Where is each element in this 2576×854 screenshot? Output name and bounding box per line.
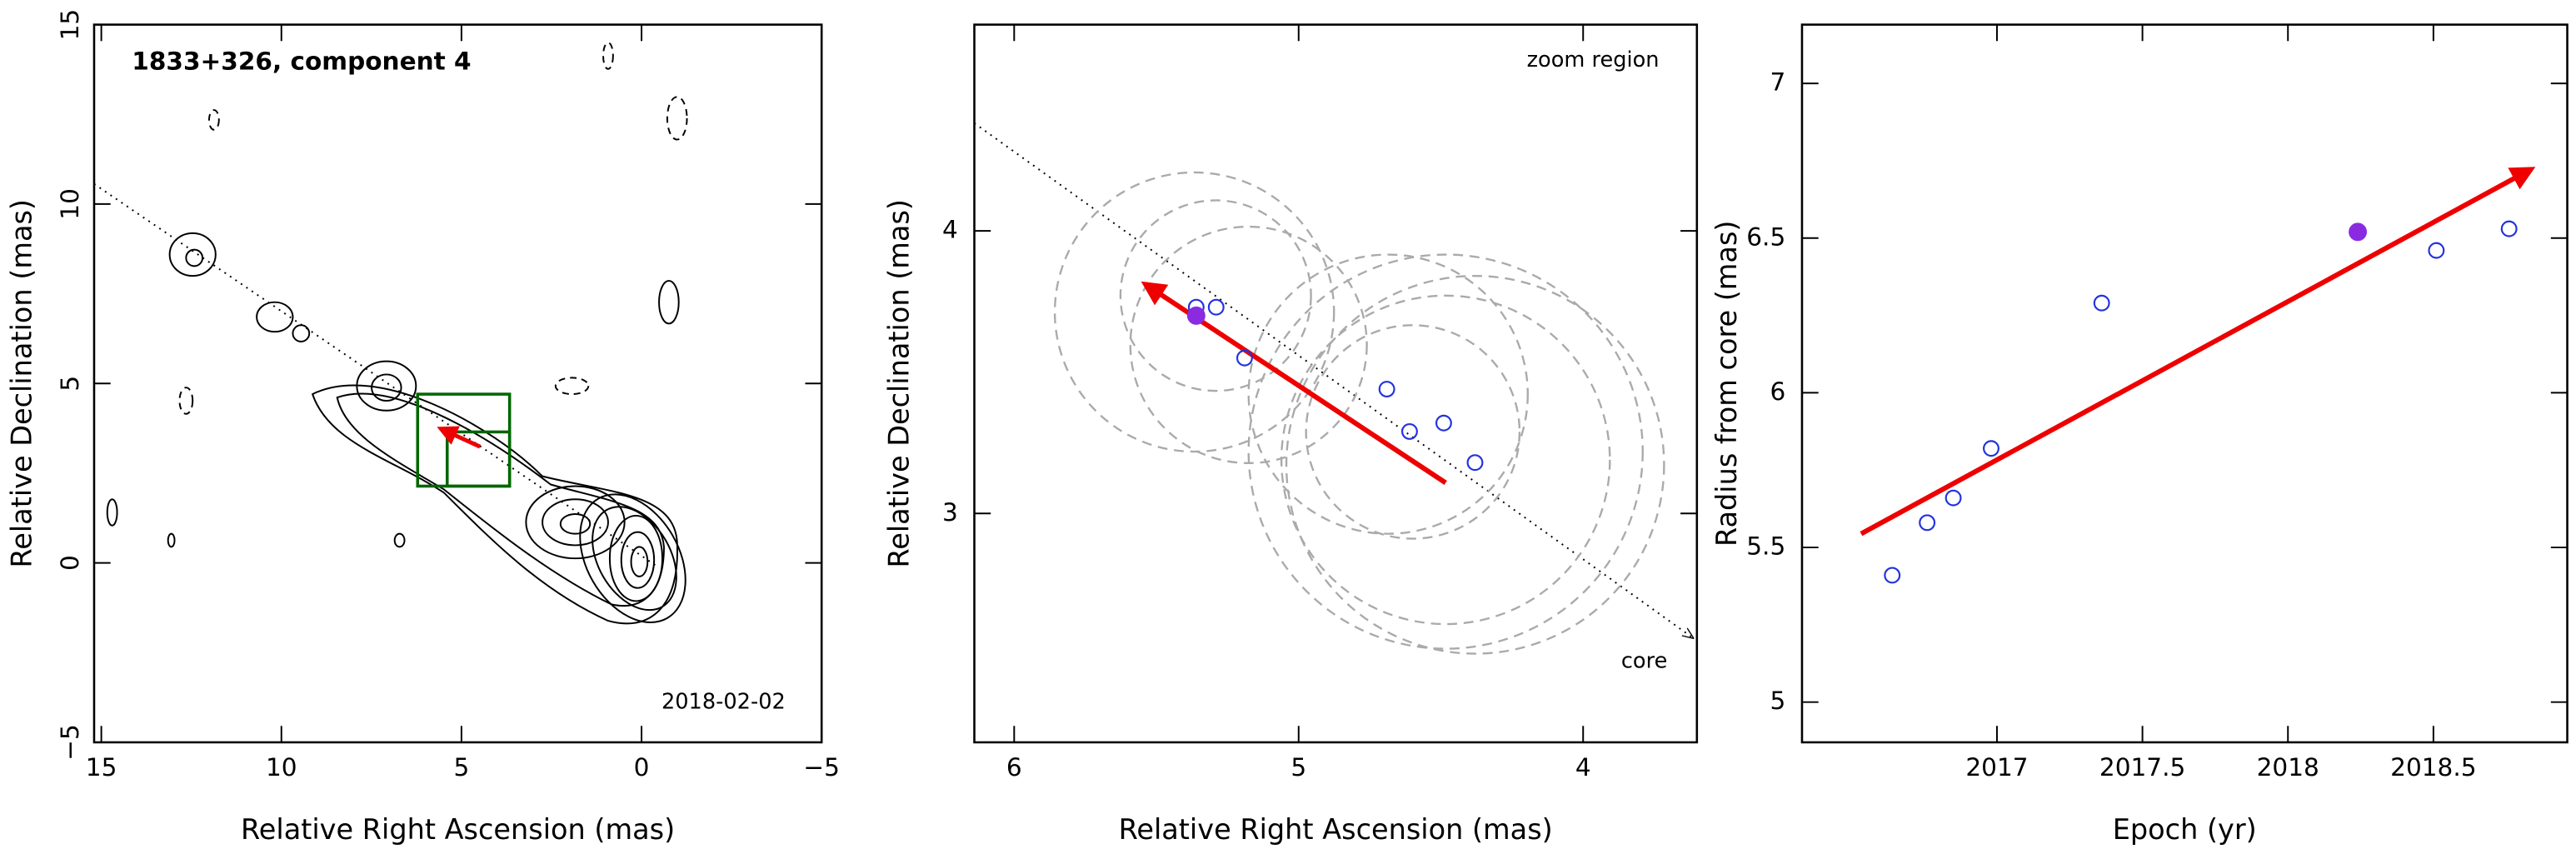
data-point (1236, 349, 1253, 367)
y-tick-label: 15 (56, 9, 84, 41)
data-point (2428, 242, 2445, 259)
data-point (1983, 440, 1999, 457)
y-axis-label: Relative Declination (mas) (6, 199, 38, 568)
y-tick-label: 0 (56, 555, 84, 571)
x-tick-label: 6 (1006, 753, 1022, 782)
x-tick-label: 0 (634, 753, 650, 782)
data-point (1466, 454, 1484, 472)
x-tick-label: 5 (1290, 753, 1306, 782)
frame (973, 23, 1699, 744)
frame (92, 23, 823, 744)
data-point (1186, 306, 1206, 325)
x-tick-label: 15 (86, 753, 117, 782)
data-point (1944, 489, 1962, 507)
annotation: zoom region (1527, 47, 1660, 72)
zoom-overlay (973, 122, 2536, 655)
data-point (1919, 514, 1936, 532)
x-tick-label: −5 (803, 753, 840, 782)
data-point (2349, 222, 2368, 242)
y-tick-label: 6 (1770, 377, 1785, 406)
frame (1800, 23, 2569, 744)
y-tick-label: 7 (1770, 68, 1785, 97)
data-point (1378, 381, 1395, 398)
y-axis-label: Relative Declination (mas) (882, 199, 915, 568)
data-point (1435, 414, 1452, 432)
x-axis-label: Relative Right Ascension (mas) (241, 813, 675, 846)
y-tick-label: 4 (942, 216, 958, 244)
x-tick-label: 2017 (1965, 753, 2028, 782)
x-axis-label: Relative Right Ascension (mas) (1119, 813, 1553, 846)
y-tick-label: 6.5 (1746, 222, 1785, 251)
x-tick-label: 10 (266, 753, 297, 782)
contours (93, 42, 688, 625)
x-axis-label: Epoch (yr) (2113, 813, 2257, 846)
epoch-label: 2018-02-02 (661, 690, 786, 715)
y-tick-label: 3 (942, 498, 958, 527)
data-point (1400, 422, 1418, 440)
x-tick-label: 2017.5 (2099, 753, 2185, 782)
y-tick-label: 5 (56, 376, 84, 392)
panel-title: 1833+326, component 4 (132, 47, 471, 75)
y-axis-label: Radius from core (mas) (1710, 220, 1743, 547)
data-point (1884, 567, 1901, 584)
x-tick-label: 2018.5 (2390, 753, 2476, 782)
data-point (1207, 298, 1225, 316)
x-tick-label: 5 (453, 753, 469, 782)
y-tick-label: 5.5 (1746, 532, 1785, 561)
y-tick-label: 5 (1770, 687, 1785, 715)
annotation: core (1621, 648, 1667, 673)
x-tick-label: 4 (1575, 753, 1591, 782)
data-point (2500, 220, 2518, 237)
y-tick-label: −5 (56, 724, 84, 761)
x-tick-label: 2018 (2257, 753, 2319, 782)
data-point (2093, 294, 2110, 312)
y-tick-label: 10 (56, 188, 84, 220)
